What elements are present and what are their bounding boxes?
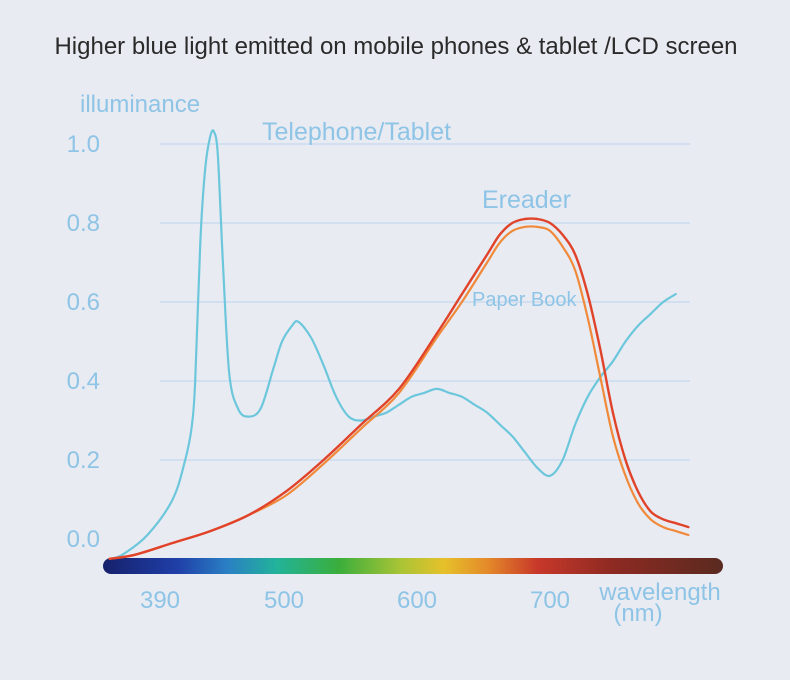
series-lines [108, 129, 690, 560]
y-tick-label: 1.0 [67, 131, 100, 158]
series-label-telephone: Telephone/Tablet [262, 118, 451, 146]
y-tick-label: 0.0 [67, 526, 100, 553]
y-tick-label: 0.4 [67, 368, 100, 395]
paper-book-line [108, 225, 690, 560]
series-label-paper-book: Paper Book [472, 289, 578, 311]
ereader-line [108, 217, 690, 560]
series-label-ereader: Ereader [482, 186, 571, 214]
x-tick-labels: 390 500 600 700 [140, 587, 570, 614]
y-tick-label: 0.8 [67, 210, 100, 237]
x-tick-label: 500 [264, 587, 304, 614]
chart-title: Higher blue light emitted on mobile phon… [54, 33, 737, 60]
x-tick-label: 390 [140, 587, 180, 614]
y-tick-label: 0.6 [67, 289, 100, 316]
x-tick-label: 700 [530, 587, 570, 614]
y-axis-label: illuminance [80, 91, 200, 118]
telephone-line [108, 129, 677, 560]
y-tick-label: 0.2 [67, 447, 100, 474]
x-tick-label: 600 [397, 587, 437, 614]
x-axis-unit: (nm) [613, 600, 662, 627]
y-tick-labels: 0.0 0.2 0.4 0.6 0.8 1.0 [67, 131, 100, 553]
visible-spectrum-bar [103, 558, 723, 574]
x-axis-label: wavelength [598, 579, 720, 606]
